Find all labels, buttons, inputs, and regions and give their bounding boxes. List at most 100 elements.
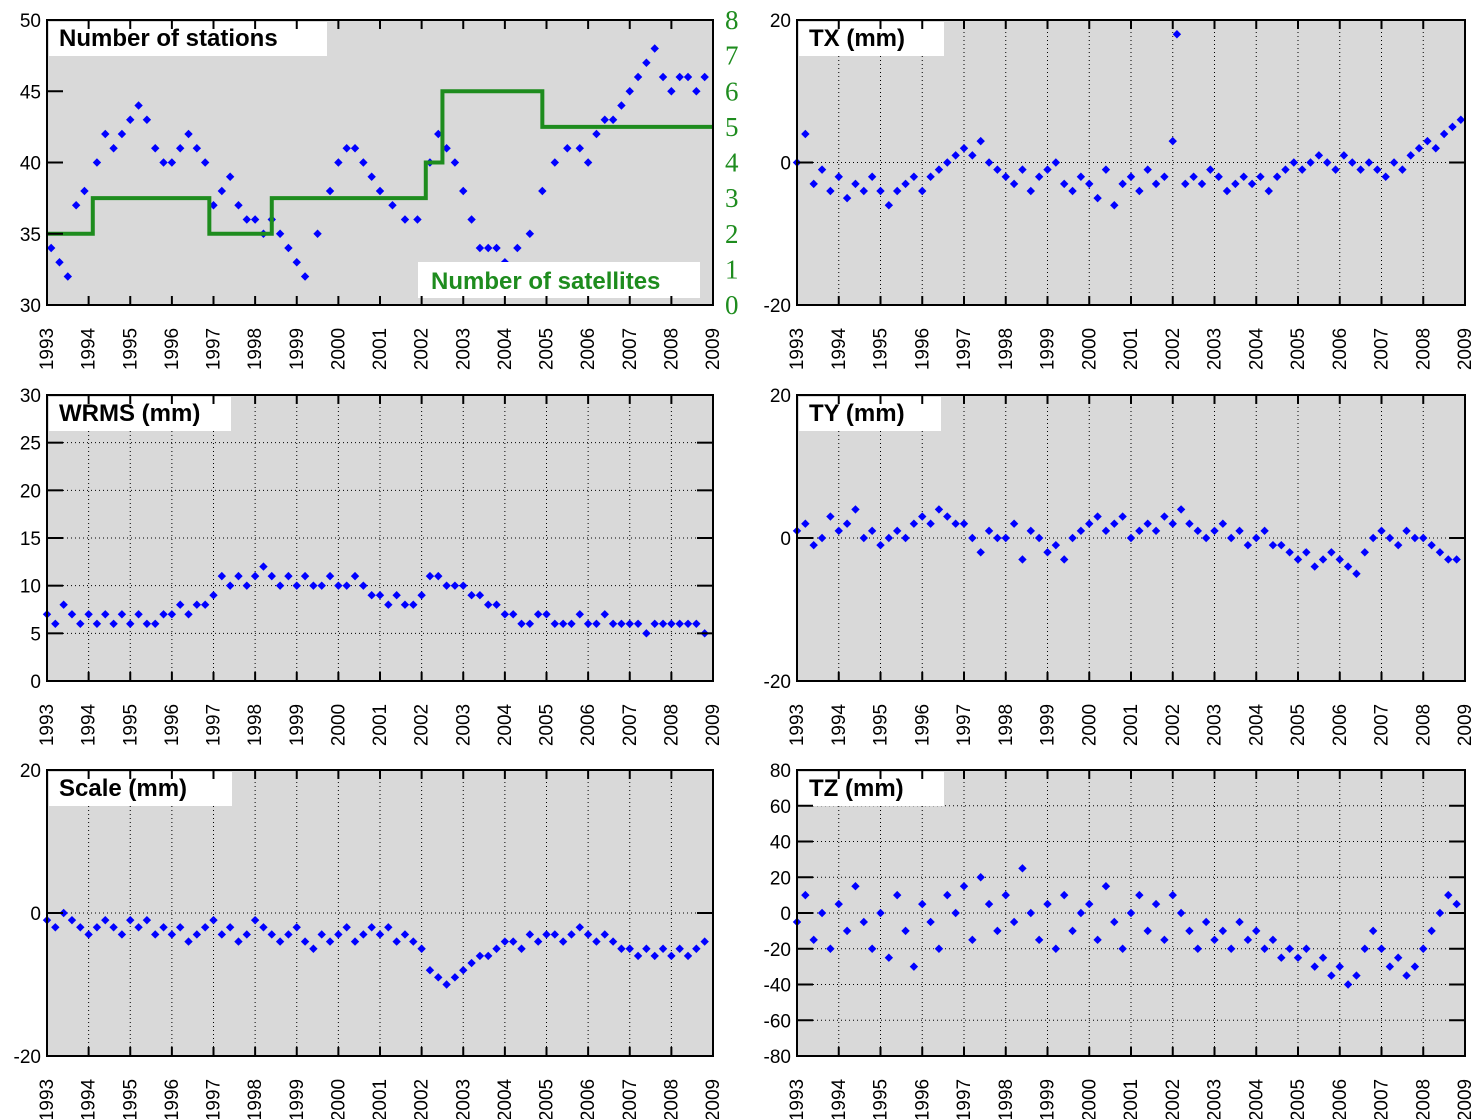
x-tick-label: 2004 [495,327,516,370]
data-point [292,258,301,267]
data-point [192,144,202,153]
data-point [217,571,227,581]
data-point [109,144,118,153]
data-point [1377,526,1386,536]
x-tick-label: 2001 [1121,328,1142,370]
data-point [1297,165,1307,174]
data-point [417,591,426,600]
data-point [1427,926,1436,936]
data-point [642,944,651,953]
data-point [350,937,360,946]
x-tick-label: 1996 [162,1079,183,1119]
data-point [167,158,177,167]
data-point [934,944,944,953]
data-point [600,610,609,619]
x-tick-label: 1995 [871,328,892,370]
y-tick-label: 25 [20,434,41,455]
data-point [1252,926,1261,936]
data-point [1335,555,1344,564]
data-point [63,272,73,281]
data-point [993,926,1002,936]
markers [792,505,1461,578]
data-point [442,980,451,989]
data-point [1110,917,1119,927]
data-point [592,937,601,946]
data-point [1206,165,1215,174]
y-tick-label: 30 [20,296,41,317]
title-box [799,397,941,431]
satellite-series-name: Number of satellites [431,268,660,295]
data-point [1051,158,1061,167]
data-point [1110,201,1119,210]
data-point [642,58,651,67]
x-tick-label: 1999 [287,328,308,370]
data-point [350,571,360,581]
x-tick-label: 1993 [787,328,808,370]
data-point [1026,908,1035,918]
data-point [1435,548,1445,557]
data-point [313,229,322,238]
data-point [142,115,152,124]
x-tick-label: 2003 [453,704,474,746]
data-point [1264,186,1273,196]
chart-panel-tz: TZ (mm) 1993 1994 1995 1996 1997 1998 1999 2000 2… [764,761,1476,1119]
data-point [484,951,493,961]
data-point [1168,519,1177,528]
y-tick-label: -60 [764,1011,791,1032]
y-tick-label: 0 [780,529,791,550]
x-tick-label: 1994 [79,703,100,746]
x-tick-label: 2001 [1121,704,1142,746]
data-point [134,610,143,619]
data-point [1168,890,1177,900]
data-point [1126,533,1136,543]
data-point [1135,526,1144,536]
data-point [242,930,251,939]
data-point [909,962,919,971]
data-point [1231,179,1240,189]
x-tick-label: 2005 [1288,704,1309,746]
data-point [984,899,994,909]
x-tick-label: 2006 [578,328,599,370]
x-tick-label: 2007 [1372,704,1393,746]
data-point [242,215,251,224]
y-tick-label: -20 [764,940,791,961]
data-point [475,243,485,253]
data-point [1085,519,1094,528]
y-tick-label: 60 [770,797,791,818]
x-tick-label: 1995 [120,1079,141,1119]
data-point [1101,165,1111,174]
data-point [467,215,476,224]
data-point [625,87,634,96]
data-point [851,179,860,189]
data-point [1444,555,1453,564]
data-point [1001,172,1010,181]
data-point [1068,186,1077,196]
data-point [575,923,584,932]
data-point [375,930,385,939]
data-point [259,562,268,571]
data-point [583,158,593,167]
data-point [184,937,193,946]
data-point [1018,165,1027,174]
data-point [1456,115,1466,124]
data-point [117,610,127,619]
data-point [993,533,1002,543]
data-point [1168,136,1177,146]
data-point [1093,512,1102,521]
data-point [608,115,618,124]
data-point [563,144,572,153]
data-point [300,272,310,281]
data-point [617,944,626,953]
data-point [1051,540,1061,550]
data-point [375,186,385,196]
data-point [558,619,568,628]
data-point [918,186,927,196]
data-point [1034,533,1044,543]
data-point [300,571,310,581]
data-point [642,629,651,638]
data-point [801,129,810,139]
data-point [993,165,1002,174]
x-tick-label: 1994 [829,327,850,370]
data-point [542,930,551,939]
data-point [92,923,102,932]
